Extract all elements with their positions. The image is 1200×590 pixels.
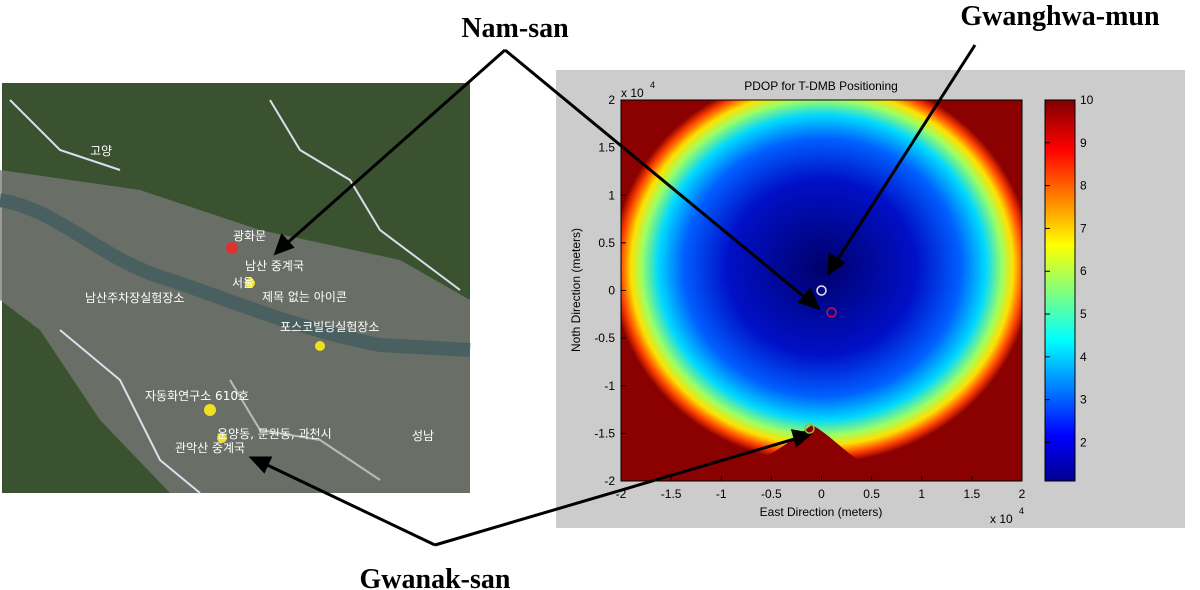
y-tick-label: 2: [608, 93, 615, 107]
colorbar-tick-label: 6: [1080, 264, 1087, 278]
station-marker: [804, 423, 815, 434]
y-tick-label: 1.5: [598, 141, 615, 155]
colorbar-tick-label: 4: [1080, 350, 1087, 364]
y-tick-label: -1.5: [594, 426, 615, 440]
map-label: 관악산 중계국: [175, 441, 245, 455]
colorbar: [1044, 99, 1076, 482]
colorbar-tick-label: 8: [1080, 179, 1087, 193]
colorbar-tick-label: 3: [1080, 393, 1087, 407]
map-label: 남산 중계국: [245, 259, 304, 273]
station-marker: [816, 285, 827, 296]
x-tick-label: -1: [716, 487, 727, 501]
y-tick-label: 1: [608, 188, 615, 202]
x-tick-label: -0.5: [761, 487, 782, 501]
map-label: 광화문: [233, 229, 266, 243]
y-axis-label: Noth Direction (meters): [569, 228, 583, 352]
map-label: 제목 없는 아이콘: [262, 290, 347, 304]
colorbar-tick-label: 10: [1080, 93, 1094, 107]
pdop-field: [621, 100, 1022, 471]
map-label: 고양: [90, 144, 112, 158]
y-tick-label: -1: [604, 379, 615, 393]
annotation: Nam-san: [461, 13, 569, 44]
colorbar-tick-label: 7: [1080, 221, 1087, 235]
annotation: Gwanak-san: [360, 564, 511, 590]
x-tick-label: 0.5: [863, 487, 880, 501]
map-label: 운양동, 문원동, 과천시: [217, 426, 332, 441]
x-tick-label: 0: [818, 487, 825, 501]
x-exponent-power: 4: [1019, 506, 1024, 516]
x-tick-label: 2: [1019, 487, 1026, 501]
colorbar-tick-label: 9: [1080, 136, 1087, 150]
x-tick-label: 1.5: [964, 487, 981, 501]
map-label: 서울: [232, 276, 254, 290]
y-tick-label: 0: [608, 284, 615, 298]
colorbar-tick-label: 2: [1080, 435, 1087, 449]
x-tick-label: -2: [616, 487, 627, 501]
map-label: 자동화연구소 610호: [145, 389, 249, 403]
map-label: 성남: [412, 429, 434, 443]
x-axis-label: East Direction (meters): [760, 505, 883, 519]
y-tick-label: -2: [604, 474, 615, 488]
x-tick-label: 1: [918, 487, 925, 501]
map-label: 포스코빌딩실험장소: [280, 320, 379, 334]
colorbar-tick-label: 5: [1080, 307, 1087, 321]
y-exponent: x 10: [621, 86, 644, 100]
map-label: 남산주차장실험장소: [85, 291, 184, 305]
y-exponent-power: 4: [650, 80, 655, 90]
y-tick-label: 0.5: [598, 236, 615, 250]
arrows: [248, 44, 977, 547]
annotation: Gwanghwa-mun: [960, 1, 1160, 32]
x-tick-label: -1.5: [661, 487, 682, 501]
chart-title: PDOP for T-DMB Positioning: [744, 79, 898, 93]
y-tick-label: -0.5: [594, 331, 615, 345]
station-marker: [826, 307, 837, 318]
x-exponent: x 10: [990, 512, 1013, 526]
